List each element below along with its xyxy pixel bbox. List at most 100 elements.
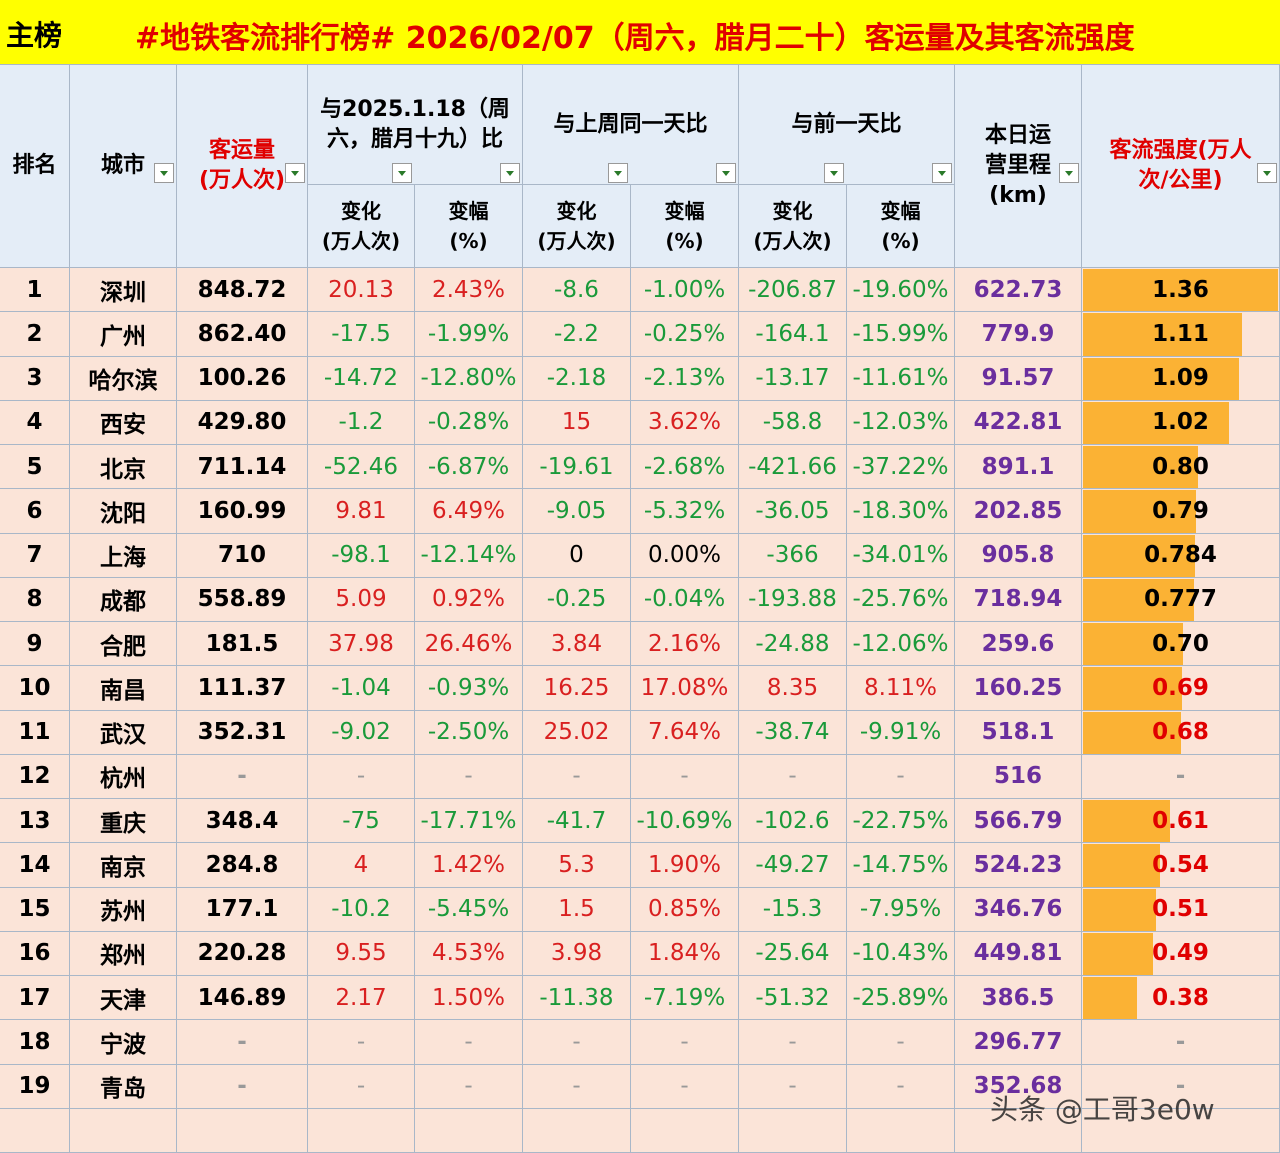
sub-header-text: 变化: [341, 199, 381, 223]
intensity-cell: 1.11: [1082, 312, 1280, 357]
intensity-cell: 0.38: [1082, 976, 1280, 1021]
city-cell: 沈阳: [70, 489, 177, 534]
intensity-cell: 0.54: [1082, 843, 1280, 888]
volume-cell: -: [177, 1064, 308, 1109]
change-cell: -37.22%: [847, 445, 955, 490]
empty-cell: [70, 1108, 177, 1153]
change-cell: -17.5: [308, 312, 415, 357]
intensity-cell: 0.70: [1082, 622, 1280, 667]
rank-cell: 5: [0, 445, 70, 490]
rank-cell: 2: [0, 312, 70, 357]
change-cell: -: [523, 754, 631, 799]
change-cell: 7.64%: [631, 710, 739, 755]
volume-cell: 181.5: [177, 622, 308, 667]
volume-cell: -: [177, 1020, 308, 1065]
change-cell: 1.84%: [631, 931, 739, 976]
change-cell: 3.62%: [631, 400, 739, 445]
title-bar: 主榜 #地铁客流排行榜# 2026/02/07（周六，腊月二十）客运量及其客流强…: [0, 0, 1280, 65]
intensity-cell: 0.777: [1082, 577, 1280, 622]
rank-cell: 13: [0, 799, 70, 844]
change-cell: -206.87: [739, 268, 847, 313]
change-cell: -9.02: [308, 710, 415, 755]
mileage-cell: 91.57: [955, 356, 1082, 401]
filter-button: [154, 163, 174, 183]
change-cell: -: [308, 754, 415, 799]
city-cell: 宁波: [70, 1020, 177, 1065]
filter-button: [716, 163, 736, 183]
change-cell: -41.7: [523, 799, 631, 844]
sub-header-text: (万人次): [753, 229, 832, 253]
change-cell: -14.75%: [847, 843, 955, 888]
sub-header-text: 变化: [772, 199, 813, 223]
change-cell: 0: [523, 533, 631, 578]
change-cell: -19.60%: [847, 268, 955, 313]
volume-cell: 160.99: [177, 489, 308, 534]
change-cell: -366: [739, 533, 847, 578]
header-cell: 变化 (万人次): [308, 185, 415, 268]
city-cell: 北京: [70, 445, 177, 490]
mileage-cell: 524.23: [955, 843, 1082, 888]
change-cell: -7.19%: [631, 976, 739, 1021]
rank-cell: 6: [0, 489, 70, 534]
rank-cell: 9: [0, 622, 70, 667]
city-cell: 西安: [70, 400, 177, 445]
change-cell: -98.1: [308, 533, 415, 578]
sub-header-text: 变幅: [448, 199, 489, 223]
change-cell: -2.2: [523, 312, 631, 357]
change-cell: -: [631, 1064, 739, 1109]
change-cell: -: [739, 1020, 847, 1065]
city-cell: 深圳: [70, 268, 177, 313]
header-cell: 变幅 (%): [847, 185, 955, 268]
city-cell: 青岛: [70, 1064, 177, 1109]
change-cell: -19.61: [523, 445, 631, 490]
change-cell: -9.91%: [847, 710, 955, 755]
volume-cell: 284.8: [177, 843, 308, 888]
change-cell: -11.38: [523, 976, 631, 1021]
change-cell: -12.06%: [847, 622, 955, 667]
change-cell: -25.76%: [847, 577, 955, 622]
intensity-cell: 0.69: [1082, 666, 1280, 711]
change-cell: -14.72: [308, 356, 415, 401]
change-cell: -6.87%: [415, 445, 523, 490]
sub-header-text: (%): [881, 229, 920, 253]
change-cell: 4: [308, 843, 415, 888]
change-cell: -17.71%: [415, 799, 523, 844]
intensity-cell: 1.09: [1082, 356, 1280, 401]
empty-cell: [308, 1108, 415, 1153]
rank-cell: 17: [0, 976, 70, 1021]
filter-button: [608, 163, 628, 183]
volume-cell: 146.89: [177, 976, 308, 1021]
rank-cell: 19: [0, 1064, 70, 1109]
change-cell: -2.13%: [631, 356, 739, 401]
change-cell: -: [308, 1064, 415, 1109]
change-cell: 9.55: [308, 931, 415, 976]
change-cell: -58.8: [739, 400, 847, 445]
change-cell: -34.01%: [847, 533, 955, 578]
intensity-bar: [1083, 623, 1184, 666]
empty-cell: [739, 1108, 847, 1153]
change-cell: -7.95%: [847, 887, 955, 932]
filter-button: [932, 163, 952, 183]
header-cell: 变化 (万人次): [523, 185, 631, 268]
header-cell: 与上周同一天比: [523, 65, 739, 185]
intensity-bar: [1083, 534, 1196, 577]
header-cell: 变化 (万人次): [739, 185, 847, 268]
city-cell: 重庆: [70, 799, 177, 844]
watermark: 头条 @工哥3e0w: [990, 1093, 1215, 1126]
title: #地铁客流排行榜# 2026/02/07（周六，腊月二十）客运量及其客流强度: [135, 21, 1135, 56]
change-cell: -0.04%: [631, 577, 739, 622]
change-cell: -: [523, 1020, 631, 1065]
change-cell: -25.89%: [847, 976, 955, 1021]
intensity-cell: 0.49: [1082, 931, 1280, 976]
change-cell: -25.64: [739, 931, 847, 976]
header-cell: 与前一天比: [739, 65, 955, 185]
change-cell: -51.32: [739, 976, 847, 1021]
mileage-cell: 905.8: [955, 533, 1082, 578]
change-cell: 17.08%: [631, 666, 739, 711]
header-cell: 排名: [0, 65, 70, 268]
change-cell: -: [847, 754, 955, 799]
filter-button: [285, 163, 305, 183]
change-cell: -12.14%: [415, 533, 523, 578]
intensity-cell: 0.80: [1082, 445, 1280, 490]
change-cell: -: [308, 1020, 415, 1065]
